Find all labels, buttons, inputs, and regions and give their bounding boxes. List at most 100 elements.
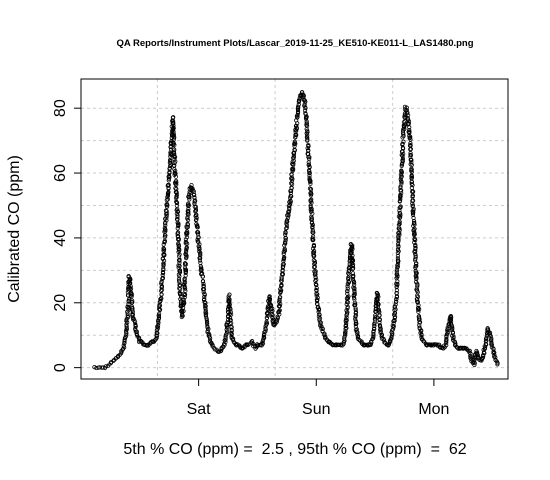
data-point xyxy=(292,139,297,144)
data-point xyxy=(314,299,320,304)
data-point xyxy=(263,329,268,334)
data-point xyxy=(182,282,187,288)
data-point xyxy=(407,135,413,140)
data-point xyxy=(122,337,127,342)
x-tick-label: Sat xyxy=(187,401,212,418)
data-points xyxy=(92,90,500,371)
data-point xyxy=(355,330,360,335)
data-point xyxy=(345,300,351,305)
data-point xyxy=(445,327,450,332)
data-point xyxy=(157,299,163,305)
data-point xyxy=(401,139,406,144)
data-point xyxy=(127,285,133,290)
data-point xyxy=(192,199,197,204)
data-point xyxy=(397,219,402,224)
data-point xyxy=(196,235,201,240)
data-point xyxy=(199,265,204,270)
data-point xyxy=(171,134,177,139)
data-point xyxy=(352,300,358,305)
data-point xyxy=(394,272,399,277)
data-point xyxy=(280,271,285,277)
data-point xyxy=(303,111,308,116)
data-point xyxy=(161,262,166,268)
data-point xyxy=(415,307,421,312)
y-tick-label: 0 xyxy=(52,363,69,372)
data-point xyxy=(495,362,500,367)
data-point xyxy=(291,153,297,158)
data-point xyxy=(183,252,189,257)
grid-lines xyxy=(81,79,508,379)
data-point xyxy=(133,324,138,329)
data-point xyxy=(124,324,129,329)
data-point xyxy=(393,299,399,304)
data-point xyxy=(351,280,357,285)
y-axis-label: Calibrated CO (ppm) xyxy=(6,155,23,303)
data-point xyxy=(375,301,380,306)
data-point xyxy=(352,287,357,292)
data-point xyxy=(129,292,135,297)
data-point xyxy=(293,141,298,146)
data-point xyxy=(411,232,417,238)
data-point xyxy=(394,281,399,286)
data-point xyxy=(170,115,176,120)
data-point xyxy=(129,291,134,296)
data-point xyxy=(176,272,181,277)
data-point xyxy=(288,198,293,203)
data-point xyxy=(176,224,181,229)
data-point xyxy=(160,275,165,280)
data-point xyxy=(202,292,207,297)
data-point xyxy=(155,325,161,330)
data-point xyxy=(195,237,200,242)
data-point xyxy=(406,113,411,118)
data-point xyxy=(419,333,424,338)
data-point xyxy=(183,267,188,272)
data-point xyxy=(163,223,168,228)
data-point xyxy=(297,98,302,103)
data-point xyxy=(197,258,203,263)
plot-area-border xyxy=(80,78,509,380)
data-point xyxy=(304,114,309,119)
data-point xyxy=(228,307,233,312)
data-point xyxy=(416,309,421,314)
data-point xyxy=(198,256,203,261)
data-point xyxy=(347,255,353,260)
data-point xyxy=(489,342,495,348)
data-point xyxy=(186,201,191,206)
data-point xyxy=(401,120,407,125)
data-point xyxy=(103,364,109,369)
data-point xyxy=(182,278,187,283)
data-point xyxy=(493,355,498,360)
data-point xyxy=(404,105,409,110)
percentile-caption: 5th % CO (ppm) = 2.5 , 95th % CO (ppm) =… xyxy=(123,441,466,458)
data-point xyxy=(398,204,403,209)
data-point xyxy=(195,229,200,235)
data-point xyxy=(312,264,318,269)
data-point xyxy=(290,159,295,164)
x-tick-label: Mon xyxy=(418,401,449,418)
data-point xyxy=(354,329,359,334)
data-point xyxy=(345,304,350,309)
data-point xyxy=(164,215,169,220)
data-point xyxy=(310,246,316,251)
data-point xyxy=(314,286,319,291)
data-point xyxy=(399,181,404,186)
data-point xyxy=(279,288,284,293)
data-point xyxy=(344,308,349,313)
data-point xyxy=(175,226,180,231)
data-point xyxy=(154,330,159,336)
data-point xyxy=(263,326,268,331)
data-point xyxy=(209,341,214,347)
data-point xyxy=(302,108,308,113)
data-point xyxy=(316,307,322,312)
data-point xyxy=(409,160,414,165)
data-point xyxy=(415,294,421,299)
data-point xyxy=(408,141,413,146)
data-point xyxy=(305,146,310,151)
data-point xyxy=(303,106,308,111)
data-point xyxy=(167,166,172,171)
data-point xyxy=(412,222,417,227)
data-point xyxy=(475,353,480,358)
data-point xyxy=(175,231,180,236)
data-point xyxy=(184,235,189,240)
